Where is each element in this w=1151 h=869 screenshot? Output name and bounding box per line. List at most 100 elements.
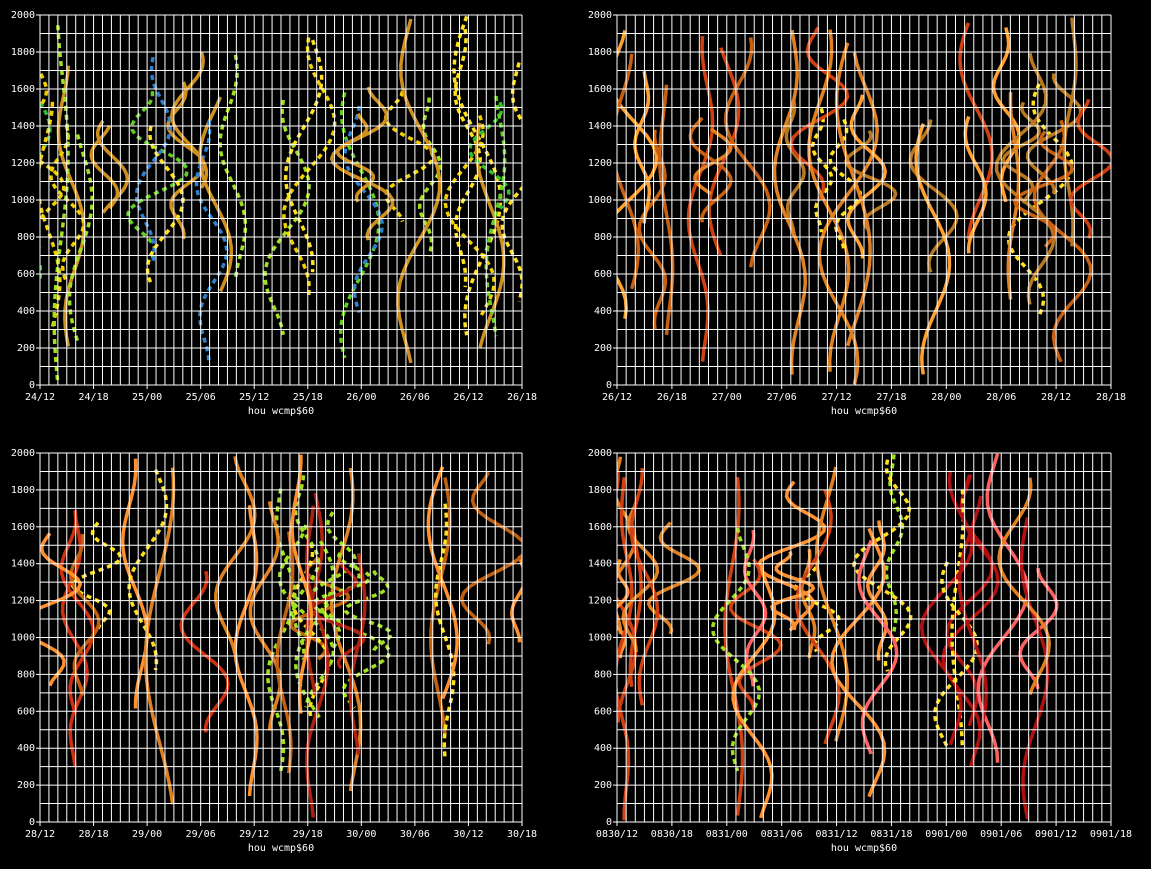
y-tick-label: 0 <box>606 380 612 391</box>
x-tick-label: 0831/18 <box>870 829 912 840</box>
y-tick-label: 1400 <box>11 559 35 570</box>
x-tick-label: 0901/18 <box>1090 829 1132 840</box>
x-tick-label: 30/18 <box>507 829 537 840</box>
contour-line <box>307 511 357 650</box>
y-tick-label: 0 <box>29 380 35 391</box>
contour-line <box>963 115 988 254</box>
x-axis-label: hou wcmp$60 <box>831 843 897 854</box>
y-tick-label: 1400 <box>588 559 612 570</box>
contour-line <box>884 454 905 632</box>
contour-line <box>170 51 209 189</box>
contour-line <box>433 503 456 759</box>
y-tick-label: 600 <box>17 706 35 717</box>
contour-line <box>40 101 52 279</box>
contour-line <box>343 105 384 314</box>
contour-line <box>510 555 522 643</box>
x-tick-label: 29/06 <box>186 829 216 840</box>
contour-line <box>617 53 641 290</box>
contour-line <box>976 453 1030 763</box>
contour-line <box>1069 98 1111 239</box>
x-tick-label: 26/12 <box>453 392 483 403</box>
y-tick-label: 1800 <box>11 485 35 496</box>
contour-line <box>40 72 66 248</box>
x-tick-label: 25/12 <box>239 392 269 403</box>
contour-line <box>617 477 634 821</box>
x-tick-label: 25/06 <box>186 392 216 403</box>
x-tick-label: 27/12 <box>822 392 852 403</box>
y-tick-label: 1600 <box>588 522 612 533</box>
contour-line <box>468 101 511 210</box>
contour-line <box>49 125 86 283</box>
contour-line <box>617 29 659 319</box>
contour-line <box>814 466 850 742</box>
y-tick-label: 1000 <box>11 633 35 644</box>
contour-line <box>957 495 988 728</box>
contour-line <box>282 37 337 296</box>
contour-line <box>919 470 974 746</box>
contour-line <box>283 39 324 273</box>
contour-line <box>396 18 442 364</box>
contour-line <box>214 456 257 655</box>
x-tick-label: 26/12 <box>602 392 632 403</box>
contour-line <box>89 124 120 210</box>
contours <box>40 454 522 818</box>
contour-line <box>723 37 772 268</box>
contour-line <box>309 561 366 670</box>
contour-line <box>1025 73 1083 194</box>
x-tick-label: 0901/12 <box>1035 829 1077 840</box>
contour-line <box>70 521 123 630</box>
x-tick-label: 0831/12 <box>815 829 857 840</box>
contour-line <box>452 15 503 336</box>
y-tick-label: 1200 <box>588 596 612 607</box>
y-tick-label: 400 <box>594 306 612 317</box>
y-tick-label: 1200 <box>11 158 35 169</box>
contour-line <box>429 477 452 735</box>
contour-line <box>633 70 652 224</box>
x-tick-label: 0901/00 <box>925 829 967 840</box>
panel: 0 200 400 600 800 1000 1200 1400 1600 1800 2000 28/… <box>11 448 537 854</box>
x-tick-label: 28/12 <box>25 829 55 840</box>
y-tick-label: 2000 <box>588 10 612 21</box>
y-tick-label: 400 <box>17 306 35 317</box>
contour-line <box>343 569 394 654</box>
contour-line <box>459 471 522 645</box>
y-tick-label: 1000 <box>11 195 35 206</box>
contour-line <box>59 513 96 714</box>
y-tick-label: 1600 <box>11 84 35 95</box>
y-tick-label: 200 <box>17 343 35 354</box>
y-tick-label: 2000 <box>11 10 35 21</box>
y-tick-label: 600 <box>17 269 35 280</box>
y-tick-label: 1800 <box>588 485 612 496</box>
contour-line <box>991 27 1021 203</box>
y-tick-label: 800 <box>17 232 35 243</box>
x-tick-label: 26/18 <box>657 392 687 403</box>
x-tick-label: 25/18 <box>293 392 323 403</box>
contour-line <box>304 505 330 818</box>
contour-line <box>335 112 376 203</box>
x-axis-label: hou wcmp$60 <box>248 406 314 417</box>
contour-line <box>852 459 913 672</box>
contour-line <box>707 47 741 257</box>
y-tick-label: 800 <box>594 232 612 243</box>
panel: 0 200 400 600 800 1000 1200 1400 1600 1800 2000 083… <box>588 448 1132 854</box>
y-tick-label: 600 <box>594 706 612 717</box>
y-tick-label: 0 <box>606 817 612 828</box>
contour-line <box>846 94 887 259</box>
x-tick-label: 26/00 <box>346 392 376 403</box>
contour-line <box>617 471 638 723</box>
contour-line <box>67 134 94 342</box>
contour-line <box>770 551 816 632</box>
x-tick-label: 30/06 <box>400 829 430 840</box>
contour-line <box>772 29 808 375</box>
contour-line <box>290 454 314 714</box>
y-tick-label: 1600 <box>11 522 35 533</box>
contour-line <box>1012 130 1074 248</box>
contour-line <box>500 62 522 303</box>
x-axis-label: hou wcmp$60 <box>831 406 897 417</box>
y-tick-label: 1000 <box>588 195 612 206</box>
x-tick-label: 30/12 <box>453 829 483 840</box>
y-tick-label: 0 <box>29 817 35 828</box>
x-tick-label: 0831/06 <box>761 829 803 840</box>
x-tick-label: 0830/12 <box>596 829 638 840</box>
y-tick-label: 1200 <box>588 158 612 169</box>
